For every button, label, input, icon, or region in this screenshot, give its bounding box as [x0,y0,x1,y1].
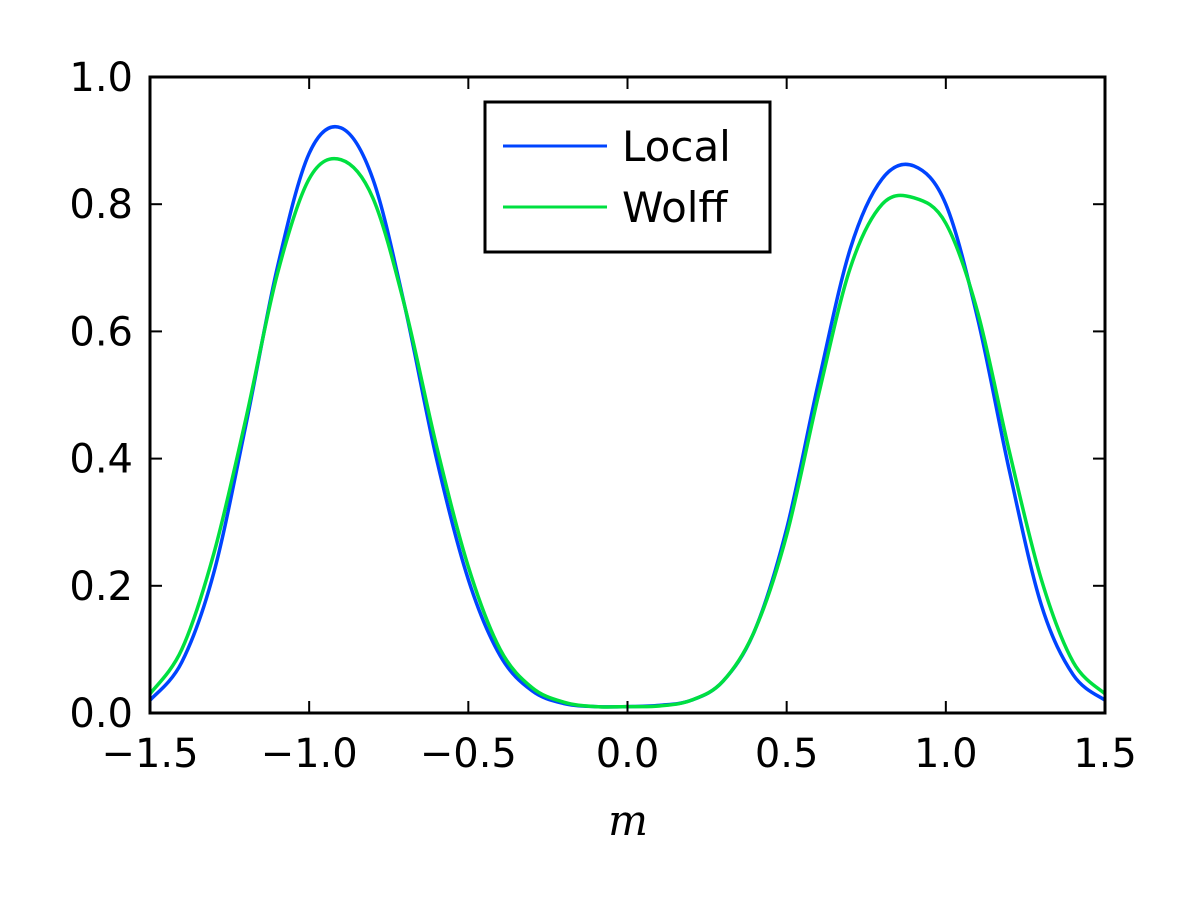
y-tick-label: 0.4 [69,437,133,483]
x-tick-label: 0.0 [596,731,660,777]
legend-box [483,100,772,254]
legend-label-local: Local [622,122,731,171]
y-tick-label: 1.0 [69,55,133,101]
x-tick-label: 1.5 [1073,731,1137,777]
y-tick-label: 0.6 [69,309,133,355]
y-tick-label: 0.2 [69,564,133,610]
x-tick-label: −1.5 [101,731,198,777]
series-lines [148,125,1107,709]
series-line-wolff [148,156,1107,709]
y-tick-label: 0.8 [69,182,133,228]
legend: Local Wolff [483,100,772,254]
legend-label-wolff: Wolff [622,183,728,232]
x-tick-label: −1.0 [261,731,358,777]
axis-ticks: −1.5 −1.0 −0.5 0.0 0.5 1.0 1.5 0.0 0.2 0.4 0.6 0.8 1… [69,55,1136,777]
x-tick-label: 1.0 [914,731,978,777]
x-axis-label: m [608,796,648,845]
x-tick-label: −0.5 [420,731,517,777]
y-tick-label: 0.0 [69,691,133,737]
x-tick-label: 0.5 [755,731,819,777]
